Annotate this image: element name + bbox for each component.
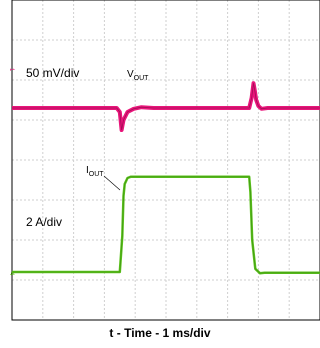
iout-scale-label: 2 A/div bbox=[26, 215, 62, 229]
vout-channel-marker: 1 bbox=[8, 68, 14, 72]
vout-label-sub: OUT bbox=[134, 75, 150, 82]
vout-label-main: V bbox=[127, 69, 134, 80]
iout-label-main: I bbox=[86, 165, 89, 176]
x-axis-label: t - Time - 1 ms/div bbox=[109, 326, 211, 340]
plot-grid bbox=[12, 0, 320, 320]
iout-label-pointer bbox=[103, 175, 121, 191]
iout-trace-core bbox=[12, 176, 320, 274]
vout-scale-label: 50 mV/div bbox=[26, 66, 79, 80]
vout-trace bbox=[12, 81, 320, 132]
iout-label-sub: OUT bbox=[89, 171, 105, 178]
plot-frame bbox=[11, 0, 320, 321]
iout-trace-label: IOUT bbox=[86, 165, 104, 178]
vout-trace-label: VOUT bbox=[127, 69, 149, 82]
vout-trace-core bbox=[12, 83, 320, 131]
iout-channel-marker: 4 bbox=[8, 272, 14, 276]
trace-layer bbox=[12, 81, 320, 275]
